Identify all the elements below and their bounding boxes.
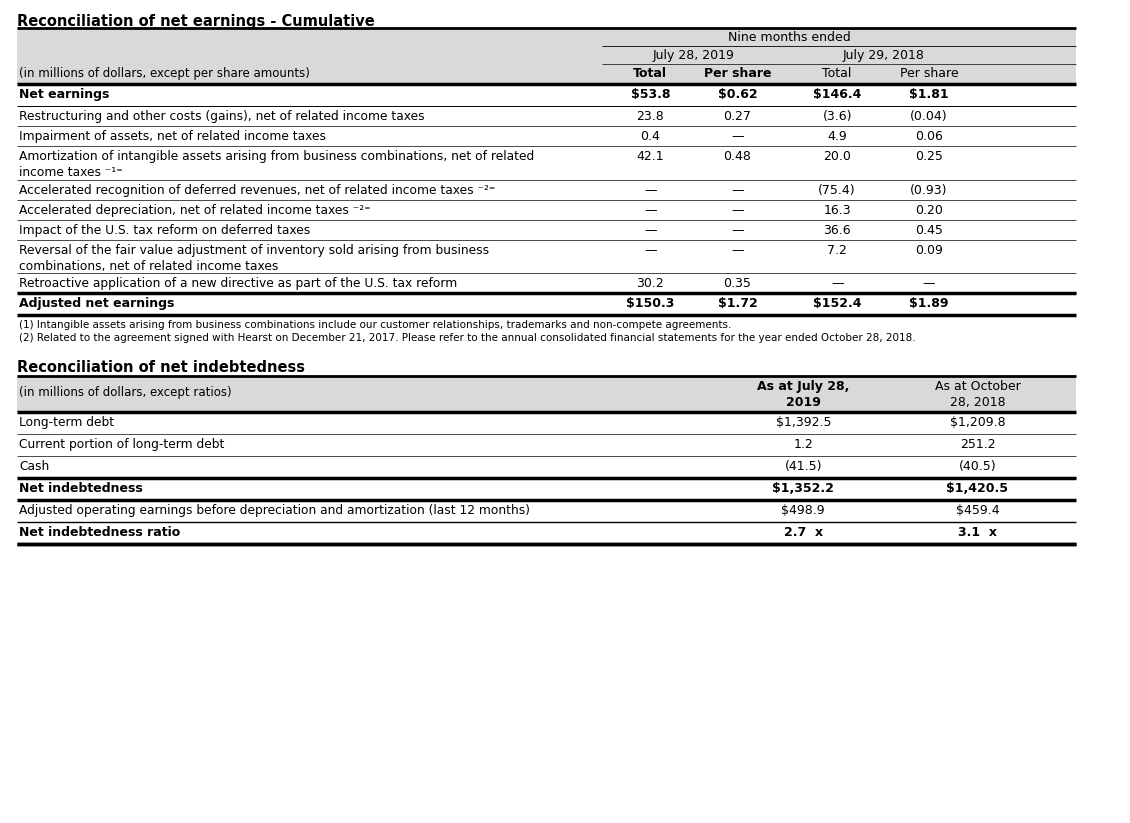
Text: Reversal of the fair value adjustment of inventory sold arising from business
co: Reversal of the fair value adjustment of… xyxy=(19,244,489,272)
Text: 7.2: 7.2 xyxy=(827,244,848,257)
Text: $152.4: $152.4 xyxy=(812,297,861,310)
Text: $1.72: $1.72 xyxy=(718,297,757,310)
Text: 0.45: 0.45 xyxy=(915,224,944,237)
Text: (in millions of dollars, except per share amounts): (in millions of dollars, except per shar… xyxy=(19,67,311,80)
Text: —: — xyxy=(731,184,744,197)
Text: Reconciliation of net earnings - Cumulative: Reconciliation of net earnings - Cumulat… xyxy=(17,14,375,29)
Text: —: — xyxy=(831,277,843,290)
Text: 16.3: 16.3 xyxy=(824,204,851,217)
Text: Current portion of long-term debt: Current portion of long-term debt xyxy=(19,438,225,451)
Text: Cash: Cash xyxy=(19,460,50,473)
Text: 0.27: 0.27 xyxy=(723,110,751,123)
Text: —: — xyxy=(731,244,744,257)
Text: —: — xyxy=(644,224,657,237)
Bar xyxy=(17,376,1076,412)
Bar xyxy=(17,46,1076,64)
Text: $1.81: $1.81 xyxy=(910,88,949,101)
Text: 42.1: 42.1 xyxy=(636,150,664,163)
Text: 30.2: 30.2 xyxy=(636,277,664,290)
Text: Impact of the U.S. tax reform on deferred taxes: Impact of the U.S. tax reform on deferre… xyxy=(19,224,311,237)
Text: 0.25: 0.25 xyxy=(915,150,944,163)
Text: Nine months ended: Nine months ended xyxy=(729,31,851,44)
Text: 23.8: 23.8 xyxy=(636,110,664,123)
Text: Total: Total xyxy=(823,67,852,80)
Text: Reconciliation of net indebtedness: Reconciliation of net indebtedness xyxy=(17,360,305,375)
Text: Net earnings: Net earnings xyxy=(19,88,110,101)
Text: Retroactive application of a new directive as part of the U.S. tax reform: Retroactive application of a new directi… xyxy=(19,277,458,290)
Text: $0.62: $0.62 xyxy=(718,88,757,101)
Text: $53.8: $53.8 xyxy=(631,88,670,101)
Text: Total: Total xyxy=(634,67,668,80)
Text: (40.5): (40.5) xyxy=(958,460,997,473)
Text: Net indebtedness ratio: Net indebtedness ratio xyxy=(19,526,181,539)
Text: —: — xyxy=(923,277,936,290)
Text: 2.7  x: 2.7 x xyxy=(784,526,823,539)
Text: 0.20: 0.20 xyxy=(915,204,944,217)
Bar xyxy=(17,28,1076,46)
Text: (0.04): (0.04) xyxy=(911,110,948,123)
Text: (1) Intangible assets arising from business combinations include our customer re: (1) Intangible assets arising from busin… xyxy=(19,320,732,330)
Text: As at October
28, 2018: As at October 28, 2018 xyxy=(935,380,1020,408)
Text: (in millions of dollars, except ratios): (in millions of dollars, except ratios) xyxy=(19,385,232,398)
Text: (75.4): (75.4) xyxy=(818,184,855,197)
Text: (0.93): (0.93) xyxy=(911,184,948,197)
Text: $459.4: $459.4 xyxy=(956,504,999,517)
Text: (2) Related to the agreement signed with Hearst on December 21, 2017. Please ref: (2) Related to the agreement signed with… xyxy=(19,333,916,343)
Text: Per share: Per share xyxy=(899,67,958,80)
Text: Adjusted net earnings: Adjusted net earnings xyxy=(19,297,175,310)
Text: —: — xyxy=(731,204,744,217)
Text: 36.6: 36.6 xyxy=(824,224,851,237)
Text: Adjusted operating earnings before depreciation and amortization (last 12 months: Adjusted operating earnings before depre… xyxy=(19,504,530,517)
Text: (3.6): (3.6) xyxy=(823,110,852,123)
Text: $498.9: $498.9 xyxy=(782,504,825,517)
Text: $1.89: $1.89 xyxy=(910,297,949,310)
Text: —: — xyxy=(731,130,744,143)
Text: —: — xyxy=(644,184,657,197)
Text: 0.06: 0.06 xyxy=(915,130,944,143)
Text: $1,209.8: $1,209.8 xyxy=(949,416,1006,429)
Text: July 29, 2018: July 29, 2018 xyxy=(842,49,924,62)
Text: $146.4: $146.4 xyxy=(812,88,861,101)
Text: As at July 28,
2019: As at July 28, 2019 xyxy=(757,380,850,408)
Text: Restructuring and other costs (gains), net of related income taxes: Restructuring and other costs (gains), n… xyxy=(19,110,425,123)
Text: 0.09: 0.09 xyxy=(915,244,944,257)
Text: 3.1  x: 3.1 x xyxy=(958,526,997,539)
Text: 0.35: 0.35 xyxy=(723,277,751,290)
Text: —: — xyxy=(644,204,657,217)
Text: $1,352.2: $1,352.2 xyxy=(772,482,834,495)
Text: Long-term debt: Long-term debt xyxy=(19,416,114,429)
Text: Impairment of assets, net of related income taxes: Impairment of assets, net of related inc… xyxy=(19,130,327,143)
Text: Amortization of intangible assets arising from business combinations, net of rel: Amortization of intangible assets arisin… xyxy=(19,150,534,179)
Text: 0.4: 0.4 xyxy=(641,130,660,143)
Text: 20.0: 20.0 xyxy=(824,150,851,163)
Text: —: — xyxy=(644,244,657,257)
Text: $150.3: $150.3 xyxy=(626,297,675,310)
Text: Accelerated recognition of deferred revenues, net of related income taxes ⁻²⁼: Accelerated recognition of deferred reve… xyxy=(19,184,496,197)
Text: 0.48: 0.48 xyxy=(723,150,751,163)
Text: Per share: Per share xyxy=(704,67,771,80)
Text: (41.5): (41.5) xyxy=(784,460,822,473)
Text: 4.9: 4.9 xyxy=(827,130,848,143)
Text: 1.2: 1.2 xyxy=(793,438,814,451)
Text: July 28, 2019: July 28, 2019 xyxy=(653,49,734,62)
Text: Accelerated depreciation, net of related income taxes ⁻²⁼: Accelerated depreciation, net of related… xyxy=(19,204,371,217)
Text: —: — xyxy=(731,224,744,237)
Bar xyxy=(17,64,1076,84)
Text: Net indebtedness: Net indebtedness xyxy=(19,482,144,495)
Text: $1,392.5: $1,392.5 xyxy=(775,416,831,429)
Text: 251.2: 251.2 xyxy=(959,438,996,451)
Text: $1,420.5: $1,420.5 xyxy=(947,482,1008,495)
